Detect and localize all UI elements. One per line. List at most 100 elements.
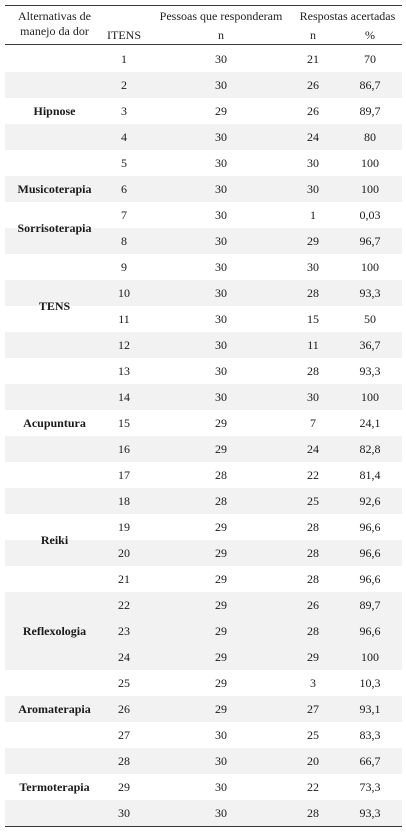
- cell-correct-n: 24: [307, 442, 319, 456]
- results-table: Alternativas de manejo da dor Pessoas qu…: [5, 5, 402, 830]
- cell-respondents: 30: [215, 130, 227, 144]
- cell-pct: 89,7: [359, 104, 381, 118]
- cell-respondents: 30: [215, 182, 227, 196]
- cell-respondents: 30: [215, 728, 227, 742]
- row-shade: [5, 540, 402, 566]
- cell-item: 19: [118, 520, 130, 534]
- cell-respondents: 30: [215, 286, 227, 300]
- header-n-respondents: n: [218, 28, 224, 42]
- cell-correct-n: 30: [307, 156, 319, 170]
- cell-item: 7: [121, 208, 127, 222]
- cell-pct: 50: [364, 312, 376, 326]
- cell-respondents: 29: [215, 624, 227, 638]
- cell-respondents: 30: [215, 806, 227, 820]
- cell-pct: 81,4: [359, 468, 381, 482]
- cell-pct: 86,7: [359, 78, 381, 92]
- cell-item: 14: [118, 390, 130, 404]
- cell-correct-n: 25: [307, 728, 319, 742]
- cell-respondents: 29: [215, 416, 227, 430]
- cell-item: 2: [121, 78, 127, 92]
- cell-pct: 83,3: [359, 728, 381, 742]
- cell-correct-n: 11: [307, 338, 319, 352]
- cell-correct-n: 21: [307, 52, 319, 66]
- cell-correct-n: 30: [307, 260, 319, 274]
- row-shade: [5, 644, 402, 670]
- cell-correct-n: 22: [307, 780, 319, 794]
- cell-correct-n: 1: [310, 208, 316, 222]
- header-correct: Respostas acertadas: [299, 9, 396, 23]
- cell-respondents: 30: [215, 338, 227, 352]
- cell-correct-n: 26: [307, 78, 319, 92]
- cell-respondents: 29: [215, 650, 227, 664]
- cell-pct: 82,8: [359, 442, 381, 456]
- group-label: Aromaterapia: [18, 702, 91, 716]
- header-alternatives-line1: Alternativas de: [18, 9, 91, 23]
- header-n-correct: n: [310, 28, 316, 42]
- cell-respondents: 29: [215, 520, 227, 534]
- cell-item: 26: [118, 702, 130, 716]
- cell-item: 18: [118, 494, 130, 508]
- cell-pct: 70: [364, 52, 376, 66]
- cell-item: 11: [118, 312, 130, 326]
- cell-item: 9: [121, 260, 127, 274]
- cell-correct-n: 28: [307, 286, 319, 300]
- cell-correct-n: 22: [307, 468, 319, 482]
- cell-item: 12: [118, 338, 130, 352]
- cell-correct-n: 26: [307, 104, 319, 118]
- cell-pct: 100: [361, 260, 379, 274]
- group-label: Reiki: [40, 533, 69, 547]
- cell-correct-n: 29: [307, 650, 319, 664]
- row-shade: [5, 228, 402, 254]
- cell-item: 22: [118, 598, 130, 612]
- cell-pct: 73,3: [359, 780, 381, 794]
- cell-pct: 36,7: [359, 338, 381, 352]
- cell-pct: 93,3: [359, 364, 381, 378]
- cell-correct-n: 20: [307, 754, 319, 768]
- row-shade: [5, 696, 402, 722]
- cell-pct: 100: [361, 182, 379, 196]
- cell-respondents: 28: [215, 468, 227, 482]
- cell-pct: 93,3: [359, 806, 381, 820]
- cell-item: 23: [118, 624, 130, 638]
- table-rule: [5, 44, 402, 45]
- cell-respondents: 29: [215, 702, 227, 716]
- cell-respondents: 30: [215, 52, 227, 66]
- cell-respondents: 29: [215, 572, 227, 586]
- cell-correct-n: 28: [307, 520, 319, 534]
- cell-item: 20: [118, 546, 130, 560]
- group-label: Termoterapia: [19, 780, 90, 794]
- cell-correct-n: 28: [307, 572, 319, 586]
- cell-item: 25: [118, 676, 130, 690]
- cell-item: 15: [118, 416, 130, 430]
- row-shade: [5, 384, 402, 410]
- row-shade: [5, 488, 402, 514]
- row-shade: [5, 748, 402, 774]
- header-respondents: Pessoas que responderam: [159, 9, 283, 23]
- header-percent: %: [365, 28, 375, 42]
- cell-pct: 89,7: [359, 598, 381, 612]
- cell-pct: 24,1: [359, 416, 381, 430]
- cell-item: 21: [118, 572, 130, 586]
- cell-correct-n: 24: [307, 130, 319, 144]
- cell-pct: 100: [361, 390, 379, 404]
- cell-respondents: 29: [215, 676, 227, 690]
- table-rule: [5, 5, 402, 6]
- cell-item: 10: [118, 286, 130, 300]
- cell-item: 4: [121, 130, 127, 144]
- group-label: Sorrisoterapia: [17, 221, 92, 235]
- cell-correct-n: 7: [310, 416, 316, 430]
- cell-pct: 96,6: [359, 546, 381, 560]
- header-alternatives-line2: manejo da dor: [20, 24, 89, 38]
- cell-pct: 93,1: [359, 702, 381, 716]
- cell-item: 29: [118, 780, 130, 794]
- cell-respondents: 29: [215, 546, 227, 560]
- cell-item: 28: [118, 754, 130, 768]
- cell-correct-n: 30: [307, 182, 319, 196]
- group-label: TENS: [38, 299, 71, 313]
- table-bottom-rule: [5, 826, 402, 827]
- group-label: Reflexologia: [22, 624, 87, 638]
- cell-respondents: 30: [215, 780, 227, 794]
- cell-pct: 96,6: [359, 624, 381, 638]
- cell-correct-n: 15: [307, 312, 319, 326]
- row-shade: [5, 280, 402, 306]
